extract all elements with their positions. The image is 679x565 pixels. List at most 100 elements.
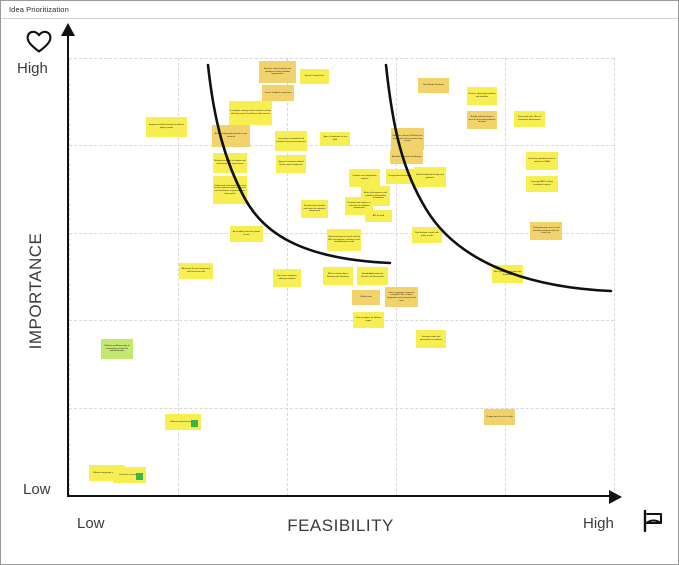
sticky-note[interactable]: Methods and tools to validate and unders…	[213, 153, 247, 173]
sticky-note[interactable]: Interview needs and government consultan…	[416, 330, 446, 348]
sticky-note-text: Types of assistance offered by the needs…	[278, 161, 304, 166]
sticky-note-text: Understand general portal and tool API c…	[328, 235, 361, 244]
sticky-note-text: Other templates for different pages	[355, 317, 382, 322]
sticky-note[interactable]: Accessibility tools with portals results	[230, 226, 263, 242]
sticky-note[interactable]: Evaluate how timeline or reduction for i…	[345, 197, 373, 215]
sticky-note[interactable]: Evaluate those timeline reductions for i…	[301, 200, 328, 218]
sticky-note-text: A focus independent based on user resear…	[214, 133, 248, 138]
sticky-note-text: Different workflows steps or computation…	[104, 344, 130, 353]
x-axis-arrowhead	[609, 490, 622, 504]
sticky-note[interactable]: Alternative for tool components with fir…	[179, 263, 213, 279]
sticky-note-text: Invest plan for identified and facilitat…	[276, 138, 306, 143]
sticky-note-text: Evaluate those timeline reductions for i…	[303, 204, 326, 213]
vote-badge[interactable]	[191, 420, 198, 427]
sticky-note[interactable]: Partnership with Office of Evaluation Ex…	[514, 111, 545, 127]
x-axis-line	[67, 495, 612, 497]
sticky-note-text: Metadata examples club design	[391, 155, 422, 158]
sticky-note[interactable]: Different workflows steps or computation…	[101, 339, 133, 359]
sticky-note[interactable]: Data Ready Templates	[418, 78, 449, 93]
sticky-note-text: Different needs/consumption	[169, 420, 197, 423]
heart-icon	[26, 30, 52, 53]
y-axis-low-label: Low	[23, 481, 51, 498]
sticky-note-text: Data Ready Templates	[423, 84, 444, 87]
sticky-note-text: Find facilitate visuals with public resu…	[415, 232, 439, 237]
gridline-horizontal	[69, 320, 614, 321]
x-axis-low-label: Low	[77, 515, 105, 532]
gridline-vertical	[69, 58, 70, 496]
sticky-note-text: How to manage or agencies using APIs lik…	[387, 291, 416, 302]
gridline-horizontal	[69, 58, 614, 59]
sticky-note[interactable]: Use issue categorizer offerings standard	[273, 269, 301, 287]
sticky-note-text: Services offering decentralize and feasi…	[468, 93, 496, 98]
sticky-note-text: Leverage MBIT to those foundation reques…	[530, 181, 554, 186]
sticky-note[interactable]: Third-party-style sources and feasibilit…	[530, 222, 562, 240]
sticky-note[interactable]: Understand general portal and tool API c…	[327, 229, 361, 251]
gridline-vertical	[396, 58, 397, 496]
sticky-note[interactable]: Baltimore content Club flash that where …	[391, 128, 424, 150]
sticky-note-text: Change best checks for table	[486, 415, 513, 418]
sticky-note[interactable]: Launch helpdesk experiment	[262, 85, 294, 101]
sticky-note-text: Accessibility tools with portals results	[232, 231, 261, 236]
gridline-vertical	[614, 58, 615, 496]
sticky-note[interactable]: Portals for consumers	[113, 467, 146, 483]
sticky-note[interactable]: Types of templates we can build	[320, 132, 350, 146]
sticky-note[interactable]: Integrate workflows based on different a…	[146, 117, 187, 137]
sticky-note-text: More system to local data into 'Standard…	[493, 271, 522, 276]
sticky-note[interactable]: A focus independent based on user resear…	[212, 125, 250, 147]
sticky-note-text: Design-based evaluation	[388, 175, 412, 178]
sticky-note[interactable]: Change best checks for table	[484, 409, 515, 425]
sticky-note[interactable]: How to manage or agencies using APIs lik…	[385, 287, 418, 307]
sticky-note[interactable]: Conduct user comparative analysis	[349, 169, 380, 187]
sticky-note[interactable]: How to be updated resources period Our D…	[526, 152, 558, 170]
sticky-note[interactable]: Services offering decentralize and feasi…	[467, 87, 497, 105]
sticky-note[interactable]: Design-based evaluation	[386, 169, 414, 184]
sticky-note-text: Types of templates we can build	[322, 136, 348, 141]
sticky-note[interactable]: APIs to tabular object (National plus St…	[323, 267, 353, 285]
sticky-note[interactable]: Other templates for different pages	[353, 312, 384, 328]
sticky-note-text: Build Dashboards Design and guidance	[416, 174, 444, 179]
sticky-note[interactable]: Publish data	[352, 290, 380, 305]
sticky-note[interactable]: Identify Applications for Schools and Un…	[357, 267, 388, 285]
sticky-note-text: Identify indicators Expect items for the…	[468, 115, 496, 124]
sticky-note-text: Evaluate how timeline or reduction for i…	[347, 201, 371, 210]
sticky-note-text: Different integration standards	[93, 471, 121, 474]
sticky-note-text: Third-party-style sources and feasibilit…	[532, 226, 560, 235]
sticky-note-text: Identify Applications for Schools and Un…	[361, 273, 384, 278]
board-title: Idea Prioritization	[9, 5, 69, 14]
gridline-vertical	[178, 58, 179, 496]
sticky-note-text: API for fixed	[372, 214, 385, 217]
y-axis-line	[67, 31, 69, 497]
sticky-note-text: Use issue categorizer offerings standard	[277, 275, 297, 280]
sticky-note[interactable]: Investigate existing content models and …	[229, 101, 272, 125]
sticky-note-text: Interview content experts and catalogue …	[263, 67, 292, 76]
sticky-note[interactable]: More system to local data into 'Standard…	[492, 265, 523, 283]
y-axis-high-label: High	[17, 60, 48, 77]
sticky-note[interactable]: Find facilitate visuals with public resu…	[412, 227, 442, 243]
vote-badge[interactable]	[136, 473, 143, 480]
sticky-note-text: Publish data	[360, 296, 372, 299]
sticky-note-text: Conduct user comparative analysis	[352, 175, 377, 180]
sticky-note-text: Baltimore content Club flash that where …	[392, 134, 423, 143]
sticky-note-text: Portals for consumers	[119, 473, 140, 476]
sticky-note-text: Interview needs and government consultan…	[419, 336, 443, 341]
sticky-note-text: APIs to tabular object (National plus St…	[326, 273, 350, 278]
sticky-note[interactable]: Types of assistance offered by the needs…	[276, 155, 306, 173]
title-divider	[1, 18, 678, 19]
y-axis-arrowhead	[61, 23, 75, 36]
x-axis-high-label: High	[583, 515, 614, 532]
sticky-note[interactable]: Metadata examples club design	[390, 150, 423, 164]
sticky-note[interactable]: Understand what kind of data and formats…	[213, 176, 247, 204]
sticky-note-text: Methods and tools to validate and unders…	[214, 160, 246, 165]
sticky-note[interactable]: Identify indicators Expect items for the…	[467, 111, 497, 129]
sticky-note[interactable]: Interview content experts and catalogue …	[259, 61, 296, 83]
flag-icon	[643, 509, 663, 533]
sticky-note[interactable]: Invest plan for identified and facilitat…	[275, 131, 307, 151]
sticky-note[interactable]: Build Dashboards Design and guidance	[414, 167, 446, 187]
x-axis-title: FEASIBILITY	[287, 516, 394, 535]
sticky-note[interactable]: Spring Training Tour?	[300, 69, 329, 84]
sticky-note-text: How to be updated resources period Our D…	[528, 158, 556, 163]
sticky-note[interactable]: Leverage MBIT to those foundation reques…	[526, 176, 558, 192]
sticky-note-text: Integrate workflows based on different a…	[148, 124, 185, 129]
sticky-note[interactable]: Different needs/consumption	[165, 414, 201, 430]
